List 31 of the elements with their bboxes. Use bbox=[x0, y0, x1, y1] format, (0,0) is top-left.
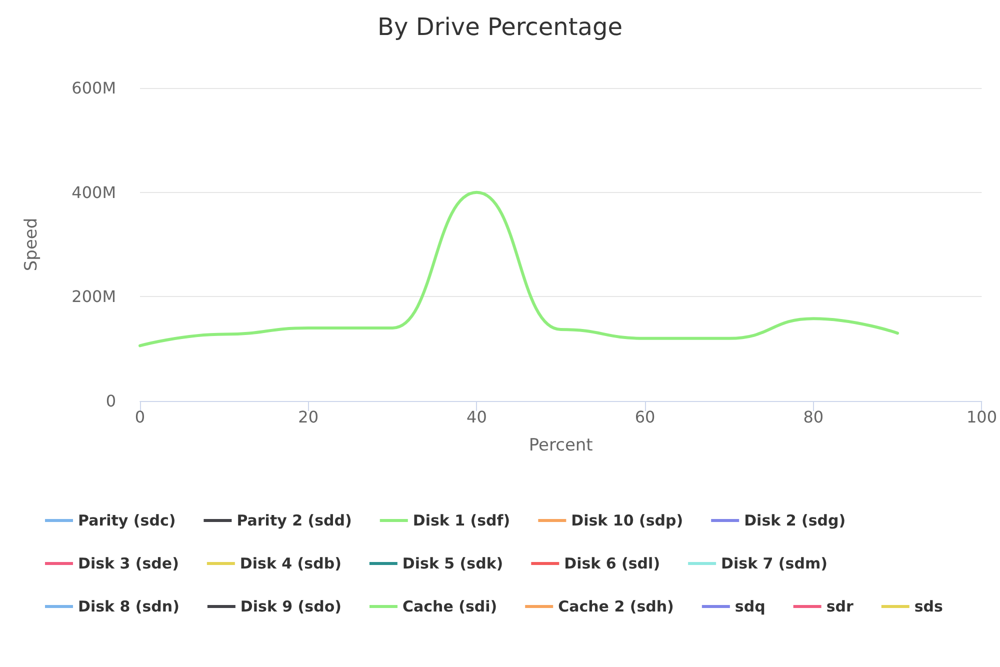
y-tick-label: 0 bbox=[106, 392, 116, 410]
chart-title: By Drive Percentage bbox=[378, 13, 622, 41]
x-tick-label: 20 bbox=[298, 408, 319, 426]
legend-label: Disk 4 (sdb) bbox=[240, 554, 342, 572]
y-tick-label: 200M bbox=[72, 287, 116, 306]
legend-label: Cache (sdi) bbox=[402, 598, 498, 616]
y-axis-title: Speed bbox=[22, 218, 42, 272]
legend-label: Disk 3 (sde) bbox=[78, 554, 179, 572]
x-tick-label: 0 bbox=[134, 408, 146, 426]
legend-label: Disk 5 (sdk) bbox=[402, 554, 504, 572]
legend-label: sdr bbox=[826, 598, 854, 616]
legend-label: Disk 6 (sdl) bbox=[564, 554, 660, 572]
x-tick-label: 100 bbox=[966, 408, 998, 426]
legend-label: Disk 8 (sdn) bbox=[78, 598, 180, 616]
legend-label: Disk 1 (sdf) bbox=[412, 512, 510, 530]
legend-label: Parity (sdc) bbox=[78, 512, 176, 530]
legend-label: Disk 2 (sdg) bbox=[744, 512, 846, 530]
x-tick-label: 80 bbox=[803, 408, 824, 426]
legend-label: Disk 10 (sdp) bbox=[571, 512, 684, 530]
y-tick-label: 400M bbox=[72, 182, 116, 202]
legend-label: sds bbox=[914, 598, 944, 616]
x-tick-label: 60 bbox=[634, 408, 656, 426]
x-tick-label: 40 bbox=[466, 408, 487, 426]
line-series bbox=[138, 190, 900, 348]
legend-label: Disk 9 (sdo) bbox=[240, 598, 342, 616]
legend-label: sdq bbox=[734, 598, 766, 616]
y-tick-label: 600M bbox=[72, 78, 116, 98]
legend-label: Cache 2 (sdh) bbox=[558, 598, 674, 616]
x-axis-title: Percent bbox=[528, 436, 594, 456]
legend-label: Disk 7 (sdm) bbox=[721, 554, 828, 572]
legend-label: Parity 2 (sdd) bbox=[236, 512, 352, 530]
